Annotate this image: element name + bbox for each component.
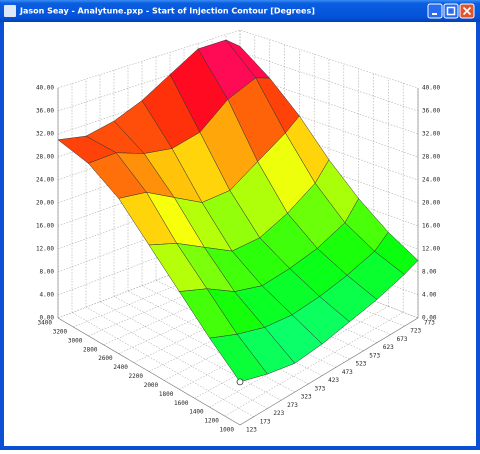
z-tick-label: 28.00 [422,154,440,161]
z-tick-label: 0.00 [422,315,437,322]
z-tick-label: 8.00 [422,269,437,276]
title-bar [0,0,480,22]
y-tick-label: 423 [328,377,339,384]
z-tick-label: 36.00 [422,108,440,115]
maximize-icon [446,6,456,16]
grid-line [113,296,295,393]
grid-line [224,311,404,417]
x-tick-label: 2400 [113,364,128,371]
z-tick-label: 24.00 [422,177,440,184]
z-tick-label: 40.00 [36,85,54,92]
x-tick-label: 1000 [220,427,235,434]
x-tick-label: 1800 [159,391,174,398]
surface-marker [236,378,244,386]
z-tick-label: 36.00 [36,108,54,115]
axis-line [239,317,419,426]
y-tick-label: 523 [356,361,367,368]
x-tick-label: 2800 [83,346,98,353]
minimize-button[interactable] [427,3,443,19]
z-tick-label: 8.00 [40,269,55,276]
y-tick-label: 273 [287,402,298,409]
y-tick-label: 173 [260,418,271,425]
z-tick-label: 4.00 [422,292,437,299]
maximize-button[interactable] [443,3,459,19]
surface-patch [209,333,268,383]
z-tick-label: 12.00 [422,246,440,253]
y-tick-label: 723 [410,328,421,335]
y-tick-label: 473 [342,369,353,376]
z-tick-label: 16.00 [36,223,54,230]
z-tick-label: 28.00 [36,154,54,161]
window-title: Jason Seay - Analytune.pxp - Start of In… [19,7,315,16]
y-tick-label: 223 [273,410,284,417]
z-tick-label: 32.00 [36,131,54,138]
x-tick-label: 3000 [68,337,83,344]
grid-line [99,301,282,401]
y-tick-label: 673 [397,336,408,343]
z-tick-label: 24.00 [36,177,54,184]
z-tick-label: 20.00 [422,200,440,207]
y-tick-label: 623 [383,344,394,351]
axis-line [57,317,241,426]
z-tick-label: 16.00 [422,223,440,230]
app-icon [4,5,16,17]
y-tick-label: 773 [424,320,435,327]
z-tick-label: 4.00 [40,292,55,299]
plot: 0.00 0.00 4.00 4.00 8.00 8.00 12.00 12.00 16.00 1… [36,29,440,434]
z-tick-label: 20.00 [36,200,54,207]
x-tick-label: 3400 [38,320,53,327]
x-tick-label: 2600 [98,355,113,362]
z-tick-label: 32.00 [422,131,440,138]
x-tick-label: 1400 [189,409,204,416]
y-tick-label: 373 [314,385,325,392]
grid-line [71,312,254,417]
grid-line [57,51,419,112]
x-tick-label: 2000 [144,382,159,389]
x-tick-label: 1600 [174,400,189,407]
x-tick-label: 2200 [129,373,144,380]
grid-line [57,73,419,135]
x-tick-label: 1200 [204,418,219,425]
z-tick-label: 0.00 [40,315,55,322]
y-tick-label: 123 [246,427,257,434]
close-icon [462,6,472,16]
z-tick-label: 40.00 [422,85,440,92]
y-tick-label: 573 [369,352,380,359]
y-tick-label: 323 [301,394,312,401]
x-tick-label: 3200 [53,328,68,335]
grid-line [194,300,374,399]
z-tick-label: 12.00 [36,246,54,253]
